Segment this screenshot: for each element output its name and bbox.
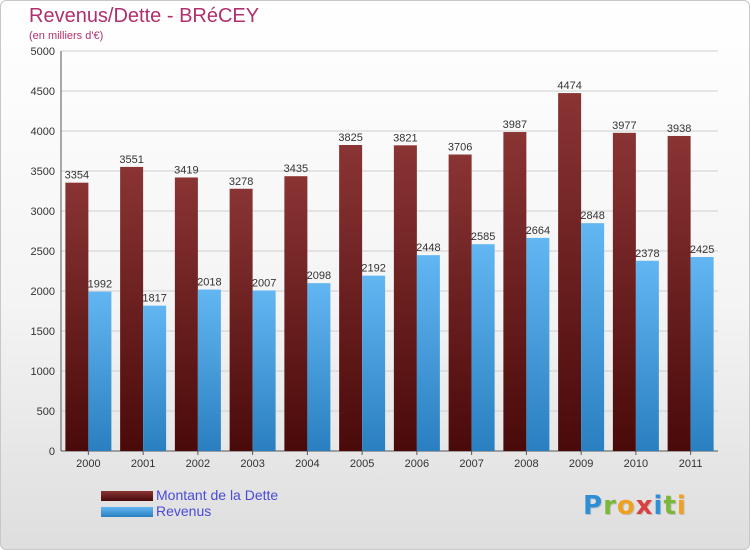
bar-debt	[393, 145, 417, 451]
data-label: 2098	[307, 270, 331, 282]
data-label: 2848	[580, 210, 604, 222]
bar-debt	[120, 166, 144, 452]
data-label: 3825	[338, 132, 362, 144]
bar-revenue	[197, 289, 221, 451]
proxiti-logo: Proxiti	[583, 491, 687, 521]
bar-debt	[65, 182, 89, 451]
x-tick-label: 2002	[186, 458, 210, 470]
data-label: 3938	[667, 123, 691, 135]
data-label: 2192	[361, 263, 385, 275]
data-label: 2378	[635, 248, 659, 260]
bar-debt	[612, 132, 636, 451]
data-label: 2664	[526, 225, 550, 237]
data-label: 2425	[690, 244, 714, 256]
data-label: 2585	[471, 231, 495, 243]
y-tick-label: 0	[49, 446, 55, 458]
bar-revenue	[416, 255, 440, 451]
x-tick-label: 2011	[679, 458, 703, 470]
x-tick-label: 2009	[569, 458, 593, 470]
y-tick-label: 2500	[31, 246, 55, 258]
data-label: 3551	[119, 154, 143, 166]
data-label: 3977	[612, 120, 636, 132]
y-tick-label: 500	[37, 406, 55, 418]
bar-debt	[339, 145, 363, 451]
bar-revenue	[635, 260, 659, 451]
bar-revenue	[690, 257, 714, 451]
bar-debt	[558, 93, 582, 451]
y-tick-label: 2000	[31, 286, 55, 298]
bar-debt	[667, 135, 691, 451]
legend-swatch-debt	[101, 491, 153, 501]
bar-revenue	[252, 290, 276, 451]
data-label: 2018	[197, 277, 221, 289]
x-tick-label: 2000	[76, 458, 100, 470]
bar-debt	[503, 132, 527, 452]
bar-debt	[174, 177, 198, 452]
x-tick-label: 2006	[405, 458, 429, 470]
bar-revenue	[143, 305, 167, 451]
chart-title: Revenus/Dette - BRéCEY	[29, 5, 260, 27]
data-label: 3987	[503, 119, 527, 131]
data-label: 3278	[229, 176, 253, 188]
data-label: 3821	[393, 132, 417, 144]
legend-label-debt: Montant de la Dette	[156, 487, 279, 503]
bar-debt	[229, 188, 253, 451]
bar-debt	[284, 176, 308, 451]
y-tick-label: 4000	[31, 126, 55, 138]
data-label: 2007	[252, 277, 276, 289]
data-label: 3419	[174, 164, 198, 176]
data-label: 1992	[88, 279, 112, 291]
y-tick-label: 1000	[31, 366, 55, 378]
data-label: 1817	[142, 293, 166, 305]
bar-revenue	[581, 223, 605, 451]
data-label: 2448	[416, 242, 440, 254]
x-tick-label: 2008	[514, 458, 538, 470]
bar-revenue	[362, 275, 386, 451]
x-tick-label: 2004	[295, 458, 319, 470]
x-tick-label: 2007	[459, 458, 483, 470]
bar-revenue	[471, 244, 495, 451]
y-tick-label: 3000	[31, 206, 55, 218]
bar-revenue	[307, 283, 331, 451]
data-label: 3435	[284, 163, 308, 175]
chart-subtitle: (en milliers d'€)	[29, 30, 104, 42]
x-tick-label: 2010	[624, 458, 648, 470]
x-tick-label: 2001	[131, 458, 155, 470]
y-tick-label: 5000	[31, 46, 55, 58]
x-tick-label: 2003	[240, 458, 264, 470]
y-tick-label: 3500	[31, 166, 55, 178]
bar-revenue	[88, 291, 112, 451]
x-tick-label: 2005	[350, 458, 374, 470]
y-tick-label: 1500	[31, 326, 55, 338]
legend-label-revenue: Revenus	[156, 503, 212, 519]
data-label: 3354	[65, 170, 89, 182]
legend-swatch-revenue	[101, 507, 153, 517]
data-label: 3706	[448, 142, 472, 154]
bar-debt	[448, 154, 472, 451]
y-tick-label: 4500	[31, 86, 55, 98]
data-label: 4474	[557, 80, 581, 92]
bar-revenue	[526, 237, 550, 451]
